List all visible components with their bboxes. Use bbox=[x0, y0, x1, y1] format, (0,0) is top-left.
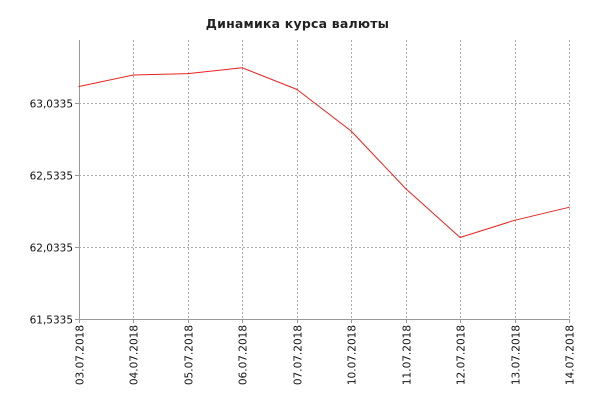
x-tick-label: 07.07.2018 bbox=[293, 325, 305, 385]
y-tick-label: 63,0335 bbox=[30, 99, 73, 111]
y-tick-label: 62,5335 bbox=[30, 171, 73, 183]
data-point bbox=[132, 74, 134, 76]
x-tick-label: 05.07.2018 bbox=[184, 325, 196, 385]
x-tick-label: 11.07.2018 bbox=[402, 325, 414, 385]
data-point bbox=[241, 67, 243, 69]
data-point bbox=[350, 130, 352, 132]
x-tick-label: 12.07.2018 bbox=[456, 325, 468, 385]
data-point bbox=[296, 88, 298, 90]
data-point bbox=[459, 236, 461, 239]
x-tick-label: 10.07.2018 bbox=[347, 325, 359, 385]
series-line bbox=[78, 67, 570, 238]
x-tick-label: 14.07.2018 bbox=[565, 325, 577, 385]
data-point bbox=[568, 206, 570, 208]
x-tick-label: 04.07.2018 bbox=[129, 325, 141, 385]
data-point bbox=[78, 85, 80, 88]
x-tick-label: 06.07.2018 bbox=[238, 325, 250, 385]
chart-title: Динамика курса валюты bbox=[205, 16, 390, 31]
x-tick-label: 13.07.2018 bbox=[511, 325, 523, 385]
y-tick-label: 62,0335 bbox=[30, 243, 73, 255]
data-point bbox=[514, 219, 516, 221]
y-tick-label: 61,5335 bbox=[30, 315, 73, 327]
x-tick-label: 03.07.2018 bbox=[75, 325, 87, 385]
data-point bbox=[405, 188, 407, 190]
data-point bbox=[187, 73, 189, 75]
